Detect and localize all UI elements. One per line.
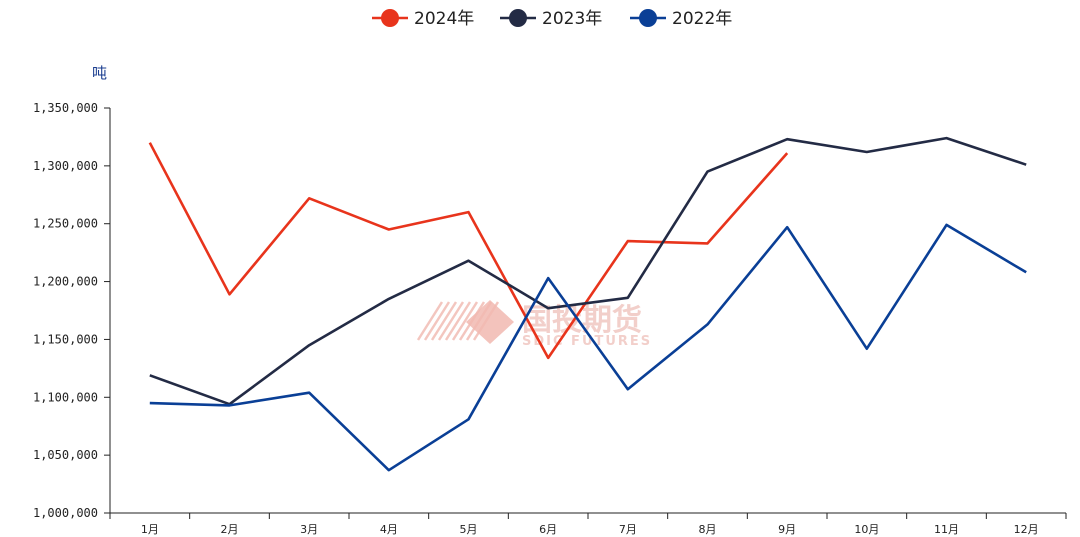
series-line-2024年 bbox=[148, 142, 789, 360]
series-line-2022年 bbox=[149, 223, 1027, 472]
x-tick-label: 12月 bbox=[1014, 523, 1039, 536]
series-line-2023年 bbox=[149, 136, 1027, 406]
y-tick-label: 1,350,000 bbox=[33, 101, 98, 115]
watermark-stripe bbox=[416, 301, 444, 341]
legend-marker bbox=[509, 9, 527, 27]
x-tick-label: 9月 bbox=[778, 523, 796, 536]
y-tick-label: 1,250,000 bbox=[33, 217, 98, 231]
x-tick-label: 10月 bbox=[854, 523, 879, 536]
y-axis-unit-label: 吨 bbox=[92, 64, 107, 82]
legend-label: 2024年 bbox=[414, 9, 474, 29]
y-tick-label: 1,300,000 bbox=[33, 159, 98, 173]
y-tick-label: 1,050,000 bbox=[33, 448, 98, 462]
chart-legend: 2024年 2023年 2022年 bbox=[372, 9, 732, 29]
x-tick-label: 8月 bbox=[699, 523, 717, 536]
x-tick-label: 5月 bbox=[460, 523, 478, 536]
watermark-stripe bbox=[423, 301, 451, 341]
chart-series bbox=[148, 136, 1027, 472]
x-tick-label: 2月 bbox=[221, 523, 239, 536]
x-tick-label: 7月 bbox=[619, 523, 637, 536]
x-tick-label: 6月 bbox=[539, 523, 557, 536]
x-tick-label: 11月 bbox=[934, 523, 959, 536]
y-tick-label: 1,100,000 bbox=[33, 390, 98, 404]
watermark-stripe bbox=[444, 301, 472, 341]
x-tick-label: 1月 bbox=[141, 523, 159, 536]
x-tick-label: 3月 bbox=[300, 523, 318, 536]
watermark-stripe bbox=[437, 301, 465, 341]
legend-label: 2023年 bbox=[542, 9, 602, 29]
legend-label: 2022年 bbox=[672, 9, 732, 29]
legend-marker bbox=[381, 9, 399, 27]
watermark-diamond bbox=[466, 300, 514, 344]
y-tick-label: 1,200,000 bbox=[33, 275, 98, 289]
chart-axes: 1,000,000 1,050,000 1,100,000 1,150,000 1,20… bbox=[33, 64, 1067, 536]
legend-marker bbox=[639, 9, 657, 27]
watermark-stripe bbox=[451, 301, 479, 341]
y-tick-label: 1,150,000 bbox=[33, 332, 98, 346]
x-tick-label: 4月 bbox=[380, 523, 398, 536]
watermark-stripe bbox=[430, 301, 458, 341]
y-tick-label: 1,000,000 bbox=[33, 506, 98, 520]
watermark-text-en: SDIC FUTURES bbox=[522, 334, 652, 349]
